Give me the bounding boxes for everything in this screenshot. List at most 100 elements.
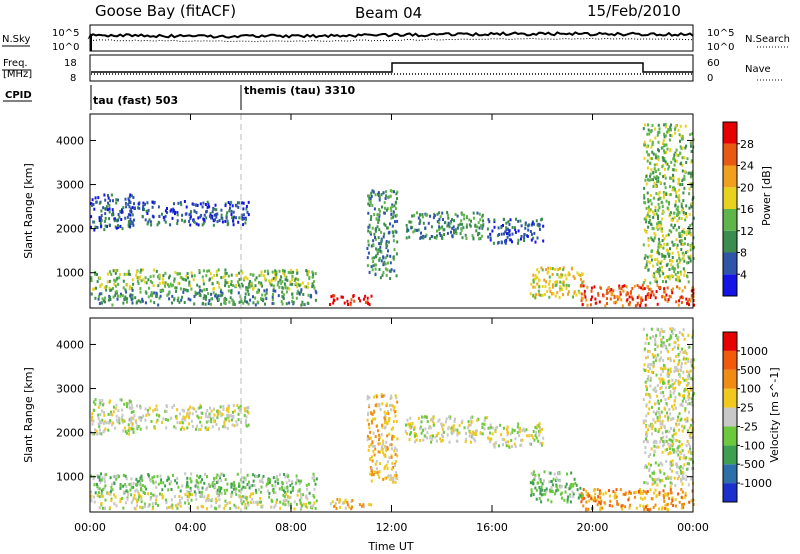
scatter-cell <box>107 194 109 198</box>
scatter-cell <box>292 270 294 274</box>
scatter-cell <box>608 504 611 507</box>
scatter-cell <box>600 499 603 503</box>
scatter-cell <box>679 258 682 262</box>
scatter-cell <box>210 417 212 421</box>
scatter-cell <box>676 259 678 263</box>
scatter-cell <box>689 446 691 450</box>
scatter-cell <box>471 234 474 238</box>
scatter-cell <box>169 282 172 286</box>
scatter-cell <box>368 223 371 227</box>
scatter-cell <box>682 328 685 332</box>
scatter-cell <box>662 246 665 250</box>
scatter-cell <box>112 421 115 425</box>
scatter-cell <box>173 425 176 429</box>
scatter-cell <box>90 490 93 494</box>
scatter-cell <box>679 350 682 354</box>
scatter-cell <box>395 200 397 204</box>
scatter-cell <box>655 478 658 482</box>
scatter-cell <box>681 183 684 186</box>
scatter-cell <box>487 436 490 440</box>
scatter-cell <box>677 353 680 356</box>
scatter-cell <box>662 363 665 367</box>
scatter-cell <box>224 271 227 275</box>
scatter-cell <box>609 499 612 503</box>
scatter-cell <box>474 439 477 443</box>
scatter-cell <box>590 495 593 499</box>
scatter-cell <box>523 233 526 236</box>
scatter-cell <box>227 274 230 278</box>
scatter-cell <box>539 488 542 491</box>
scatter-cell <box>581 496 584 500</box>
scatter-cell <box>379 408 382 411</box>
scatter-cell <box>489 423 492 427</box>
scatter-cell <box>453 219 455 223</box>
scatter-cell <box>233 424 236 428</box>
scatter-cell <box>463 217 466 221</box>
scatter-cell <box>675 153 677 157</box>
scatter-cell <box>682 199 685 203</box>
scatter-cell <box>212 291 215 295</box>
scatter-cell <box>105 421 108 425</box>
scatter-cell <box>379 462 381 466</box>
scatter-cell <box>307 482 310 486</box>
scatter-cell <box>650 376 652 380</box>
scatter-cell <box>553 472 556 476</box>
scatter-cell <box>158 214 161 218</box>
scatter-cell <box>247 423 250 427</box>
scatter-cell <box>252 301 255 305</box>
scatter-cell <box>582 504 585 508</box>
scatter-cell <box>661 377 664 381</box>
scatter-cell <box>161 212 163 216</box>
scatter-cell <box>116 475 119 479</box>
scatter-cell <box>667 382 670 385</box>
scatter-cell <box>653 175 656 179</box>
scatter-cell <box>581 303 584 307</box>
scatter-cell <box>131 194 133 198</box>
scatter-cell <box>537 289 540 293</box>
scatter-cell <box>643 217 646 221</box>
scatter-cell <box>670 438 673 442</box>
scatter-cell <box>215 208 218 212</box>
scatter-cell <box>688 457 691 461</box>
scatter-cell <box>644 446 647 449</box>
scatter-cell <box>539 480 542 484</box>
scatter-cell <box>668 372 671 376</box>
scatter-cell <box>587 494 590 498</box>
scatter-cell <box>642 398 645 401</box>
scatter-cell <box>567 271 570 275</box>
scatter-cell <box>435 439 438 443</box>
scatter-cell <box>650 327 653 331</box>
scatter-cell <box>139 505 142 509</box>
scatter-cell <box>306 487 309 491</box>
scatter-cell <box>450 428 453 432</box>
scatter-cell <box>142 414 145 418</box>
scatter-cell <box>282 502 285 506</box>
scatter-cell <box>114 279 117 283</box>
scatter-cell <box>470 219 472 223</box>
scatter-cell <box>668 438 671 442</box>
scatter-cell <box>689 175 692 179</box>
scatter-cell <box>658 127 661 131</box>
scatter-cell <box>382 477 385 481</box>
scatter-cell <box>543 278 546 282</box>
scatter-cell <box>199 404 202 407</box>
scatter-cell <box>481 432 484 436</box>
scatter-cell <box>281 295 284 298</box>
scatter-cell <box>683 269 686 273</box>
scatter-cell <box>388 417 391 420</box>
scatter-cell <box>94 428 96 432</box>
scatter-cell <box>390 408 393 412</box>
scatter-cell <box>230 291 233 295</box>
scatter-cell <box>663 381 666 385</box>
colorbar-swatch <box>723 369 737 389</box>
scatter-cell <box>126 297 129 301</box>
scatter-cell <box>430 440 433 444</box>
scatter-cell <box>236 404 239 407</box>
scatter-cell <box>100 214 103 218</box>
scatter-cell <box>669 447 672 451</box>
scatter-cell <box>690 182 693 186</box>
scatter-cell <box>138 206 141 210</box>
scatter-cell <box>242 500 245 504</box>
scatter-cell <box>660 399 662 403</box>
